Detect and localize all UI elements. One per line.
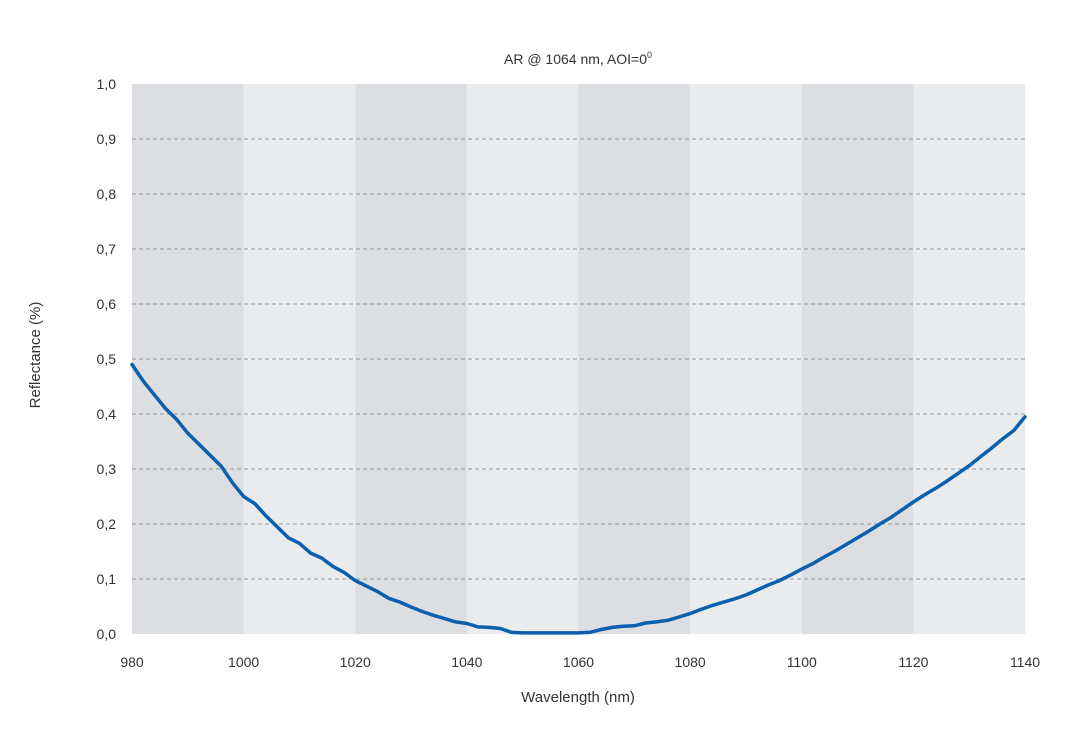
x-tick-label: 980 [120, 654, 144, 670]
x-tick-label: 1060 [563, 654, 594, 670]
x-tick-label: 1000 [228, 654, 259, 670]
x-tick-labels: 980 1000 1020 1040 1060 1080 1100 1120 1140 [120, 654, 1040, 670]
chart-title: AR @ 1064 nm, AOI=00 [504, 50, 652, 67]
x-tick-label: 1040 [451, 654, 482, 670]
x-tick-label: 1120 [898, 654, 928, 670]
y-tick-label: 0,0 [97, 626, 117, 642]
x-tick-label: 1080 [675, 654, 706, 670]
y-tick-label: 0,6 [97, 296, 117, 312]
series-group [130, 362, 1027, 635]
chart-title-superscript: 0 [647, 50, 652, 60]
y-tick-label: 0,1 [97, 571, 117, 587]
x-tick-label: 1020 [340, 654, 371, 670]
y-tick-label: 0,7 [97, 241, 117, 257]
grid-lines [132, 138, 1025, 580]
y-tick-label: 1,0 [97, 76, 117, 92]
y-tick-label: 0,2 [97, 516, 117, 532]
y-tick-label: 0,5 [97, 351, 117, 367]
y-tick-label: 0,8 [97, 186, 117, 202]
y-tick-label: 0,9 [97, 131, 117, 147]
y-axis-label: Reflectance (%) [27, 302, 44, 409]
x-tick-label: 1100 [787, 654, 817, 670]
y-tick-label: 0,3 [97, 461, 117, 477]
series-line [130, 362, 1027, 635]
chart-title-text: AR @ 1064 nm, AOI=0 [504, 51, 647, 67]
x-tick-label: 1140 [1010, 654, 1040, 670]
x-axis-label: Wavelength (nm) [521, 689, 635, 706]
y-tick-labels: 0,0 0,1 0,2 0,3 0,4 0,5 0,6 0,7 0,8 0,9 1,0 [97, 76, 117, 642]
y-tick-label: 0,4 [97, 406, 117, 422]
